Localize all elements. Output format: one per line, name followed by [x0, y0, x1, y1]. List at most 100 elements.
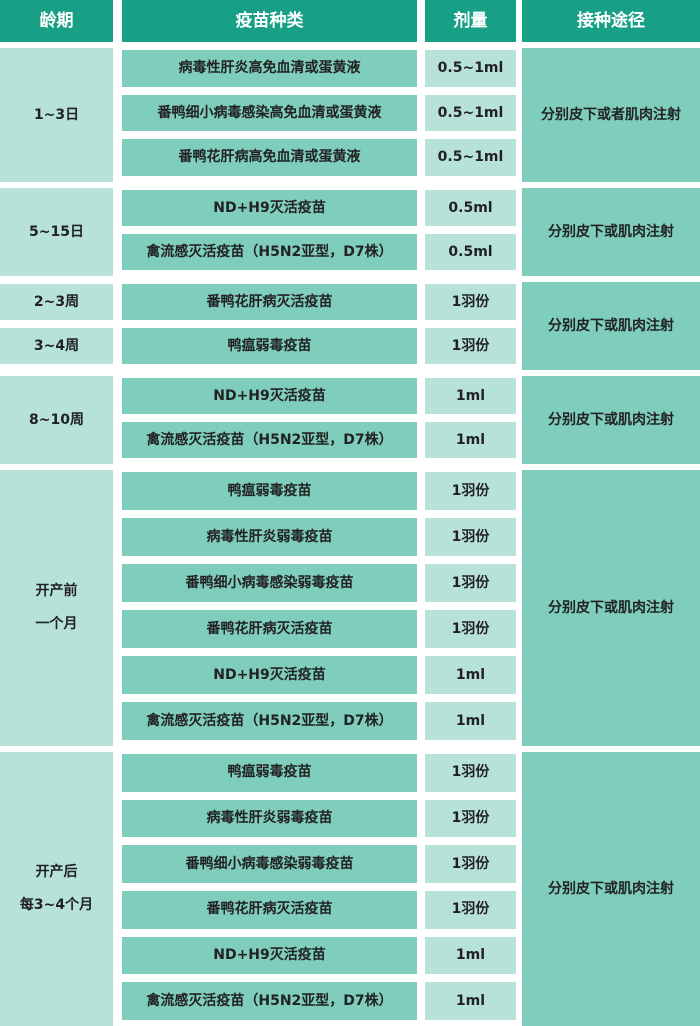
dose-cell: 1ml [425, 378, 516, 414]
cell-text: 1羽份 [451, 855, 490, 872]
age-cell: 3~4周 [0, 328, 113, 364]
dose-cell: 1ml [425, 422, 516, 458]
vaccine-cell: 鸭瘟弱毒疫苗 [122, 472, 417, 510]
cell-text: 0.5ml [448, 243, 493, 260]
dose-cell: 1羽份 [425, 845, 516, 883]
cell-text: 1羽份 [451, 574, 490, 591]
cell-text: 开产后 [35, 864, 78, 881]
cell-text: 禽流感灭活疫苗（H5N2亚型，D7株） [146, 992, 393, 1009]
dose-cell: 1羽份 [425, 328, 516, 364]
cell-text: 分别皮下或肌肉注射 [548, 411, 674, 428]
dose-cell: 1羽份 [425, 518, 516, 556]
cell-text: 1ml [455, 387, 486, 404]
cell-text: 病毒性肝炎弱毒疫苗 [206, 528, 333, 545]
route-cell: 分别皮下或者肌肉注射 [522, 48, 700, 182]
vaccine-cell: 病毒性肝炎高免血清或蛋黄液 [122, 50, 417, 87]
cell-text: 分别皮下或者肌肉注射 [541, 106, 681, 123]
cell-text: 鸭瘟弱毒疫苗 [227, 482, 312, 499]
cell-text: 番鸭花肝病灭活疫苗 [206, 901, 333, 918]
vaccine-cell: 番鸭细小病毒感染高免血清或蛋黄液 [122, 94, 417, 132]
header-cell: 剂量 [425, 0, 516, 42]
cell-text: 番鸭花肝病灭活疫苗 [206, 620, 333, 637]
cell-text: 分别皮下或肌肉注射 [548, 223, 674, 240]
cell-text: 0.5~1ml [437, 104, 504, 121]
vaccine-cell: 病毒性肝炎弱毒疫苗 [122, 518, 417, 556]
vaccine-cell: 番鸭细小病毒感染弱毒疫苗 [122, 564, 417, 602]
vaccine-cell: 鸭瘟弱毒疫苗 [122, 754, 417, 792]
vaccine-cell: 病毒性肝炎弱毒疫苗 [122, 799, 417, 838]
dose-cell: 0.5ml [425, 190, 516, 226]
cell-text: 1ml [455, 947, 486, 964]
cell-text: 1ml [455, 666, 486, 683]
header-cell: 接种途径 [522, 0, 700, 42]
dose-cell: 1羽份 [425, 799, 516, 838]
cell-text: 5~15日 [29, 223, 84, 240]
cell-text: 疫苗种类 [235, 10, 304, 31]
cell-text: 番鸭细小病毒感染弱毒疫苗 [185, 855, 354, 872]
vaccine-cell: 番鸭花肝病灭活疫苗 [122, 891, 417, 929]
cell-text: 1羽份 [451, 528, 490, 545]
vaccine-cell: 番鸭细小病毒感染弱毒疫苗 [122, 845, 417, 883]
cell-text: 2~3周 [33, 293, 80, 310]
cell-text: ND+H9灭活疫苗 [213, 947, 326, 964]
dose-cell: 1ml [425, 982, 516, 1020]
cell-text: ND+H9灭活疫苗 [213, 387, 326, 404]
vaccine-cell: 番鸭花肝病高免血清或蛋黄液 [122, 139, 417, 176]
dose-cell: 1羽份 [425, 284, 516, 320]
cell-text: 1羽份 [451, 293, 490, 310]
cell-text: 禽流感灭活疫苗（H5N2亚型，D7株） [146, 431, 393, 448]
cell-text: 番鸭花肝病高免血清或蛋黄液 [178, 149, 361, 166]
dose-cell: 1羽份 [425, 472, 516, 510]
cell-text: 分别皮下或肌肉注射 [548, 317, 674, 334]
vaccine-cell: ND+H9灭活疫苗 [122, 936, 417, 975]
age-cell: 5~15日 [0, 188, 113, 276]
cell-text: 1ml [455, 712, 486, 729]
dose-cell: 1羽份 [425, 754, 516, 792]
cell-text: 禽流感灭活疫苗（H5N2亚型，D7株） [146, 243, 393, 260]
cell-text: ND+H9灭活疫苗 [213, 666, 326, 683]
route-cell: 分别皮下或肌肉注射 [522, 752, 700, 1026]
vaccine-cell: ND+H9灭活疫苗 [122, 378, 417, 414]
cell-text: 3~4周 [33, 337, 80, 354]
route-cell: 分别皮下或肌肉注射 [522, 282, 700, 370]
dose-cell: 1羽份 [425, 564, 516, 602]
cell-text: 番鸭花肝病灭活疫苗 [206, 293, 333, 310]
cell-text: 病毒性肝炎弱毒疫苗 [206, 810, 333, 827]
header-cell: 龄期 [0, 0, 113, 42]
cell-text: 龄期 [39, 10, 74, 31]
cell-text: 1ml [455, 992, 486, 1009]
cell-text: 一个月 [35, 616, 78, 632]
cell-text: 番鸭细小病毒感染高免血清或蛋黄液 [157, 104, 382, 121]
vaccine-cell: 禽流感灭活疫苗（H5N2亚型，D7株） [122, 982, 417, 1020]
cell-text: ND+H9灭活疫苗 [213, 199, 326, 216]
cell-text: 分别皮下或肌肉注射 [548, 599, 674, 616]
cell-text: 开产前 [35, 583, 78, 600]
dose-cell: 0.5~1ml [425, 50, 516, 87]
cell-text: 1羽份 [451, 764, 490, 781]
dose-cell: 1ml [425, 656, 516, 694]
vaccine-cell: 番鸭花肝病灭活疫苗 [122, 610, 417, 648]
cell-text: 0.5ml [448, 199, 493, 216]
dose-cell: 1羽份 [425, 891, 516, 929]
age-cell: 2~3周 [0, 284, 113, 320]
cell-text: 鸭瘟弱毒疫苗 [227, 337, 312, 354]
cell-text: 1~3日 [33, 106, 80, 123]
dose-cell: 0.5~1ml [425, 94, 516, 132]
vaccine-cell: 禽流感灭活疫苗（H5N2亚型，D7株） [122, 234, 417, 270]
vaccine-cell: ND+H9灭活疫苗 [122, 190, 417, 226]
cell-text: 接种途径 [577, 10, 645, 31]
age-cell: 8~10周 [0, 376, 113, 464]
cell-text: 病毒性肝炎高免血清或蛋黄液 [178, 59, 361, 76]
cell-text: 1羽份 [451, 337, 490, 354]
cell-text: 1羽份 [451, 901, 490, 918]
cell-text: 分别皮下或肌肉注射 [548, 880, 674, 897]
age-cell: 开产前 一个月 [0, 470, 113, 746]
cell-text: 1ml [455, 431, 486, 448]
dose-cell: 1ml [425, 936, 516, 975]
header-cell: 疫苗种类 [122, 0, 417, 42]
cell-text: 0.5~1ml [437, 59, 504, 76]
cell-text: 1羽份 [451, 810, 490, 827]
vaccine-cell: ND+H9灭活疫苗 [122, 656, 417, 694]
cell-text: 1羽份 [451, 620, 490, 637]
